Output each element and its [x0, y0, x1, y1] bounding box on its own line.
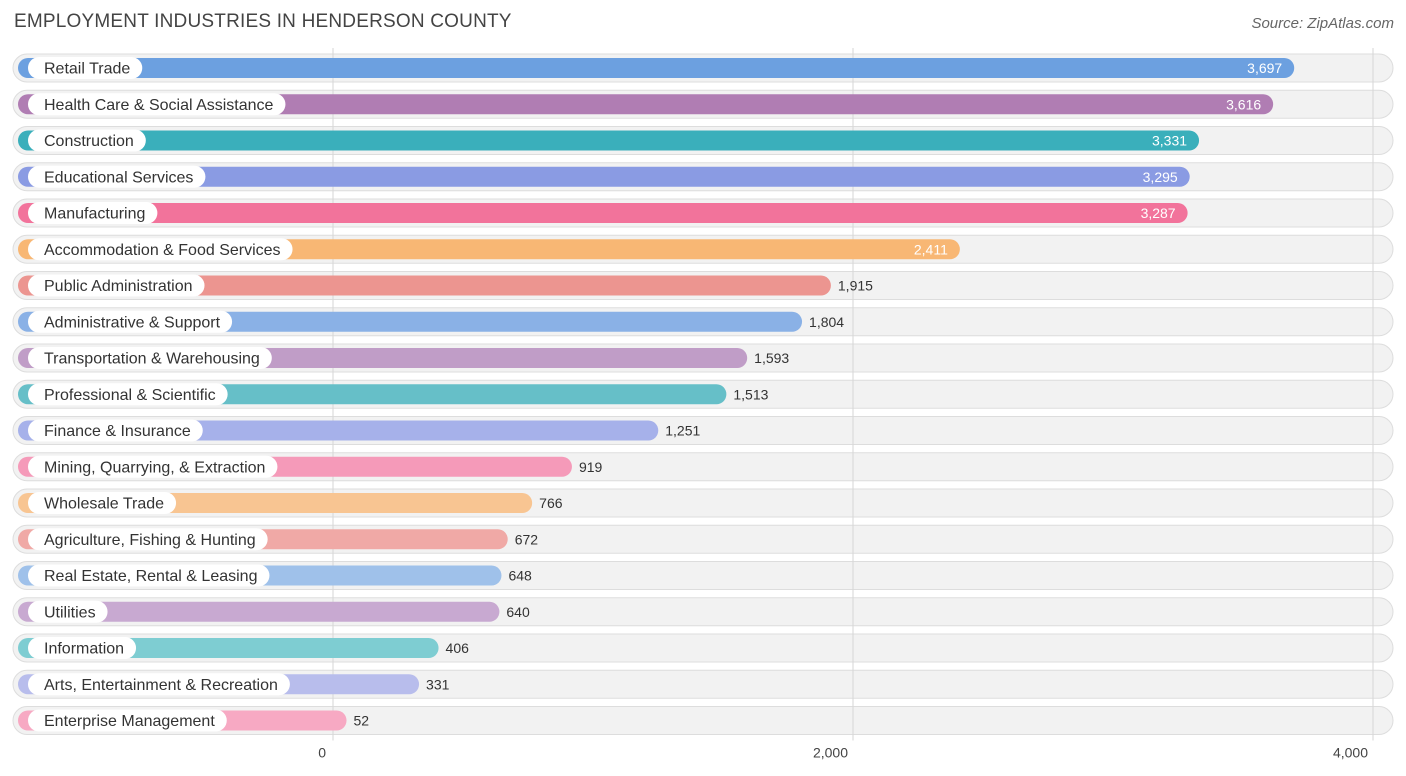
category-label-pill — [28, 383, 228, 406]
bar-row: Information 406 — [18, 637, 469, 659]
category-label: Administrative & Support — [44, 314, 221, 331]
category-label-pill — [28, 528, 268, 551]
bar-row: Administrative & Support 1,804 — [18, 310, 844, 333]
bar — [18, 58, 1295, 78]
value-label: 52 — [354, 713, 370, 729]
value-label: 3,616 — [1226, 96, 1261, 112]
category-label-pill — [28, 564, 270, 587]
category-label-pill — [28, 419, 203, 442]
bar-row: Real Estate, Rental & Leasing 648 — [18, 564, 532, 587]
value-label: 331 — [426, 676, 450, 692]
value-label: 640 — [506, 604, 530, 620]
row-background — [12, 706, 1394, 735]
bar-row: Professional & Scientific 1,513 — [18, 383, 769, 406]
bar-row: Finance & Insurance 1,251 — [18, 419, 701, 442]
bar-row: Enterprise Management 52 — [18, 709, 370, 732]
category-label-pill — [28, 238, 293, 261]
category-label-pill — [28, 165, 206, 188]
bar-row: Public Administration 1,915 — [18, 274, 873, 297]
bar — [18, 601, 500, 622]
value-label: 1,915 — [838, 278, 873, 294]
category-label: Enterprise Management — [44, 713, 215, 730]
bar-row: Manufacturing 3,287 — [18, 202, 1188, 224]
category-label: Retail Trade — [44, 61, 130, 78]
value-label: 648 — [508, 568, 532, 584]
category-label: Public Administration — [44, 278, 193, 295]
category-label-pill — [28, 673, 290, 696]
category-label-pill — [28, 129, 146, 152]
value-label: 1,593 — [754, 350, 789, 366]
category-label: Accommodation & Food Services — [44, 242, 281, 259]
category-label: Wholesale Trade — [44, 496, 164, 513]
bar-row: Wholesale Trade 766 — [18, 492, 563, 514]
value-label: 766 — [539, 495, 563, 511]
tick-label: 4,000 — [1333, 745, 1368, 761]
category-label-pill — [28, 274, 205, 297]
value-label: 2,411 — [914, 241, 948, 257]
category-label: Mining, Quarrying, & Extraction — [44, 459, 265, 476]
value-label: 3,331 — [1152, 133, 1187, 149]
value-label: 3,287 — [1141, 205, 1176, 221]
category-label: Educational Services — [44, 169, 193, 186]
bar — [18, 203, 1188, 223]
value-label: 1,513 — [733, 386, 768, 402]
bar-row: Transportation & Warehousing 1,593 — [18, 347, 789, 369]
category-label: Real Estate, Rental & Leasing — [44, 568, 257, 585]
category-label-pill — [28, 709, 227, 732]
value-label: 672 — [515, 531, 539, 547]
value-label: 1,251 — [665, 423, 700, 439]
value-label: 3,295 — [1143, 169, 1178, 185]
value-label: 3,697 — [1247, 60, 1282, 76]
bar-row: Educational Services 3,295 — [18, 165, 1190, 188]
category-label: Utilities — [44, 604, 96, 621]
category-label-pill — [28, 455, 278, 478]
category-label-pill — [28, 347, 272, 369]
chart-title: EMPLOYMENT INDUSTRIES IN HENDERSON COUNT… — [14, 11, 512, 32]
value-label: 1,804 — [809, 314, 844, 330]
category-label-pill — [28, 600, 108, 623]
category-label-pill — [28, 202, 158, 224]
tick-label: 0 — [318, 745, 326, 761]
bar-row: Accommodation & Food Services 2,411 — [18, 238, 960, 261]
category-label: Manufacturing — [44, 206, 145, 223]
bar-row: Agriculture, Fishing & Hunting 672 — [18, 528, 539, 551]
bar-row: Mining, Quarrying, & Extraction 919 — [18, 455, 603, 478]
category-label-pill — [28, 637, 137, 659]
bar — [18, 130, 1200, 151]
category-label-pill — [28, 310, 233, 333]
category-label: Professional & Scientific — [44, 387, 216, 404]
category-label: Arts, Entertainment & Recreation — [44, 677, 278, 694]
category-label-pill — [28, 93, 286, 116]
category-label: Information — [44, 641, 124, 658]
category-label-pill — [28, 492, 177, 514]
bar-row: Utilities 640 — [18, 600, 530, 623]
value-label: 406 — [446, 640, 470, 656]
value-label: 919 — [579, 459, 603, 475]
bar-row: Health Care & Social Assistance 3,616 — [18, 93, 1274, 116]
bar — [18, 275, 831, 296]
category-label: Transportation & Warehousing — [44, 351, 260, 368]
category-label: Finance & Insurance — [44, 423, 191, 440]
x-axis-ticks: 0 2,000 4,000 — [318, 745, 1368, 761]
category-label: Agriculture, Fishing & Hunting — [44, 532, 256, 549]
bar — [18, 94, 1274, 115]
tick-label: 2,000 — [813, 745, 848, 761]
bar-row: Retail Trade 3,697 — [18, 57, 1295, 79]
bar-row: Construction 3,331 — [18, 129, 1200, 152]
bars: Retail Trade 3,697 Health Care & Social As… — [18, 57, 1295, 732]
category-label: Construction — [44, 133, 134, 150]
category-label-pill — [28, 57, 143, 79]
bar-row: Arts, Entertainment & Recreation 331 — [18, 673, 450, 696]
bar — [18, 166, 1190, 187]
category-label: Health Care & Social Assistance — [44, 97, 274, 114]
chart-source: Source: ZipAtlas.com — [1251, 15, 1394, 32]
